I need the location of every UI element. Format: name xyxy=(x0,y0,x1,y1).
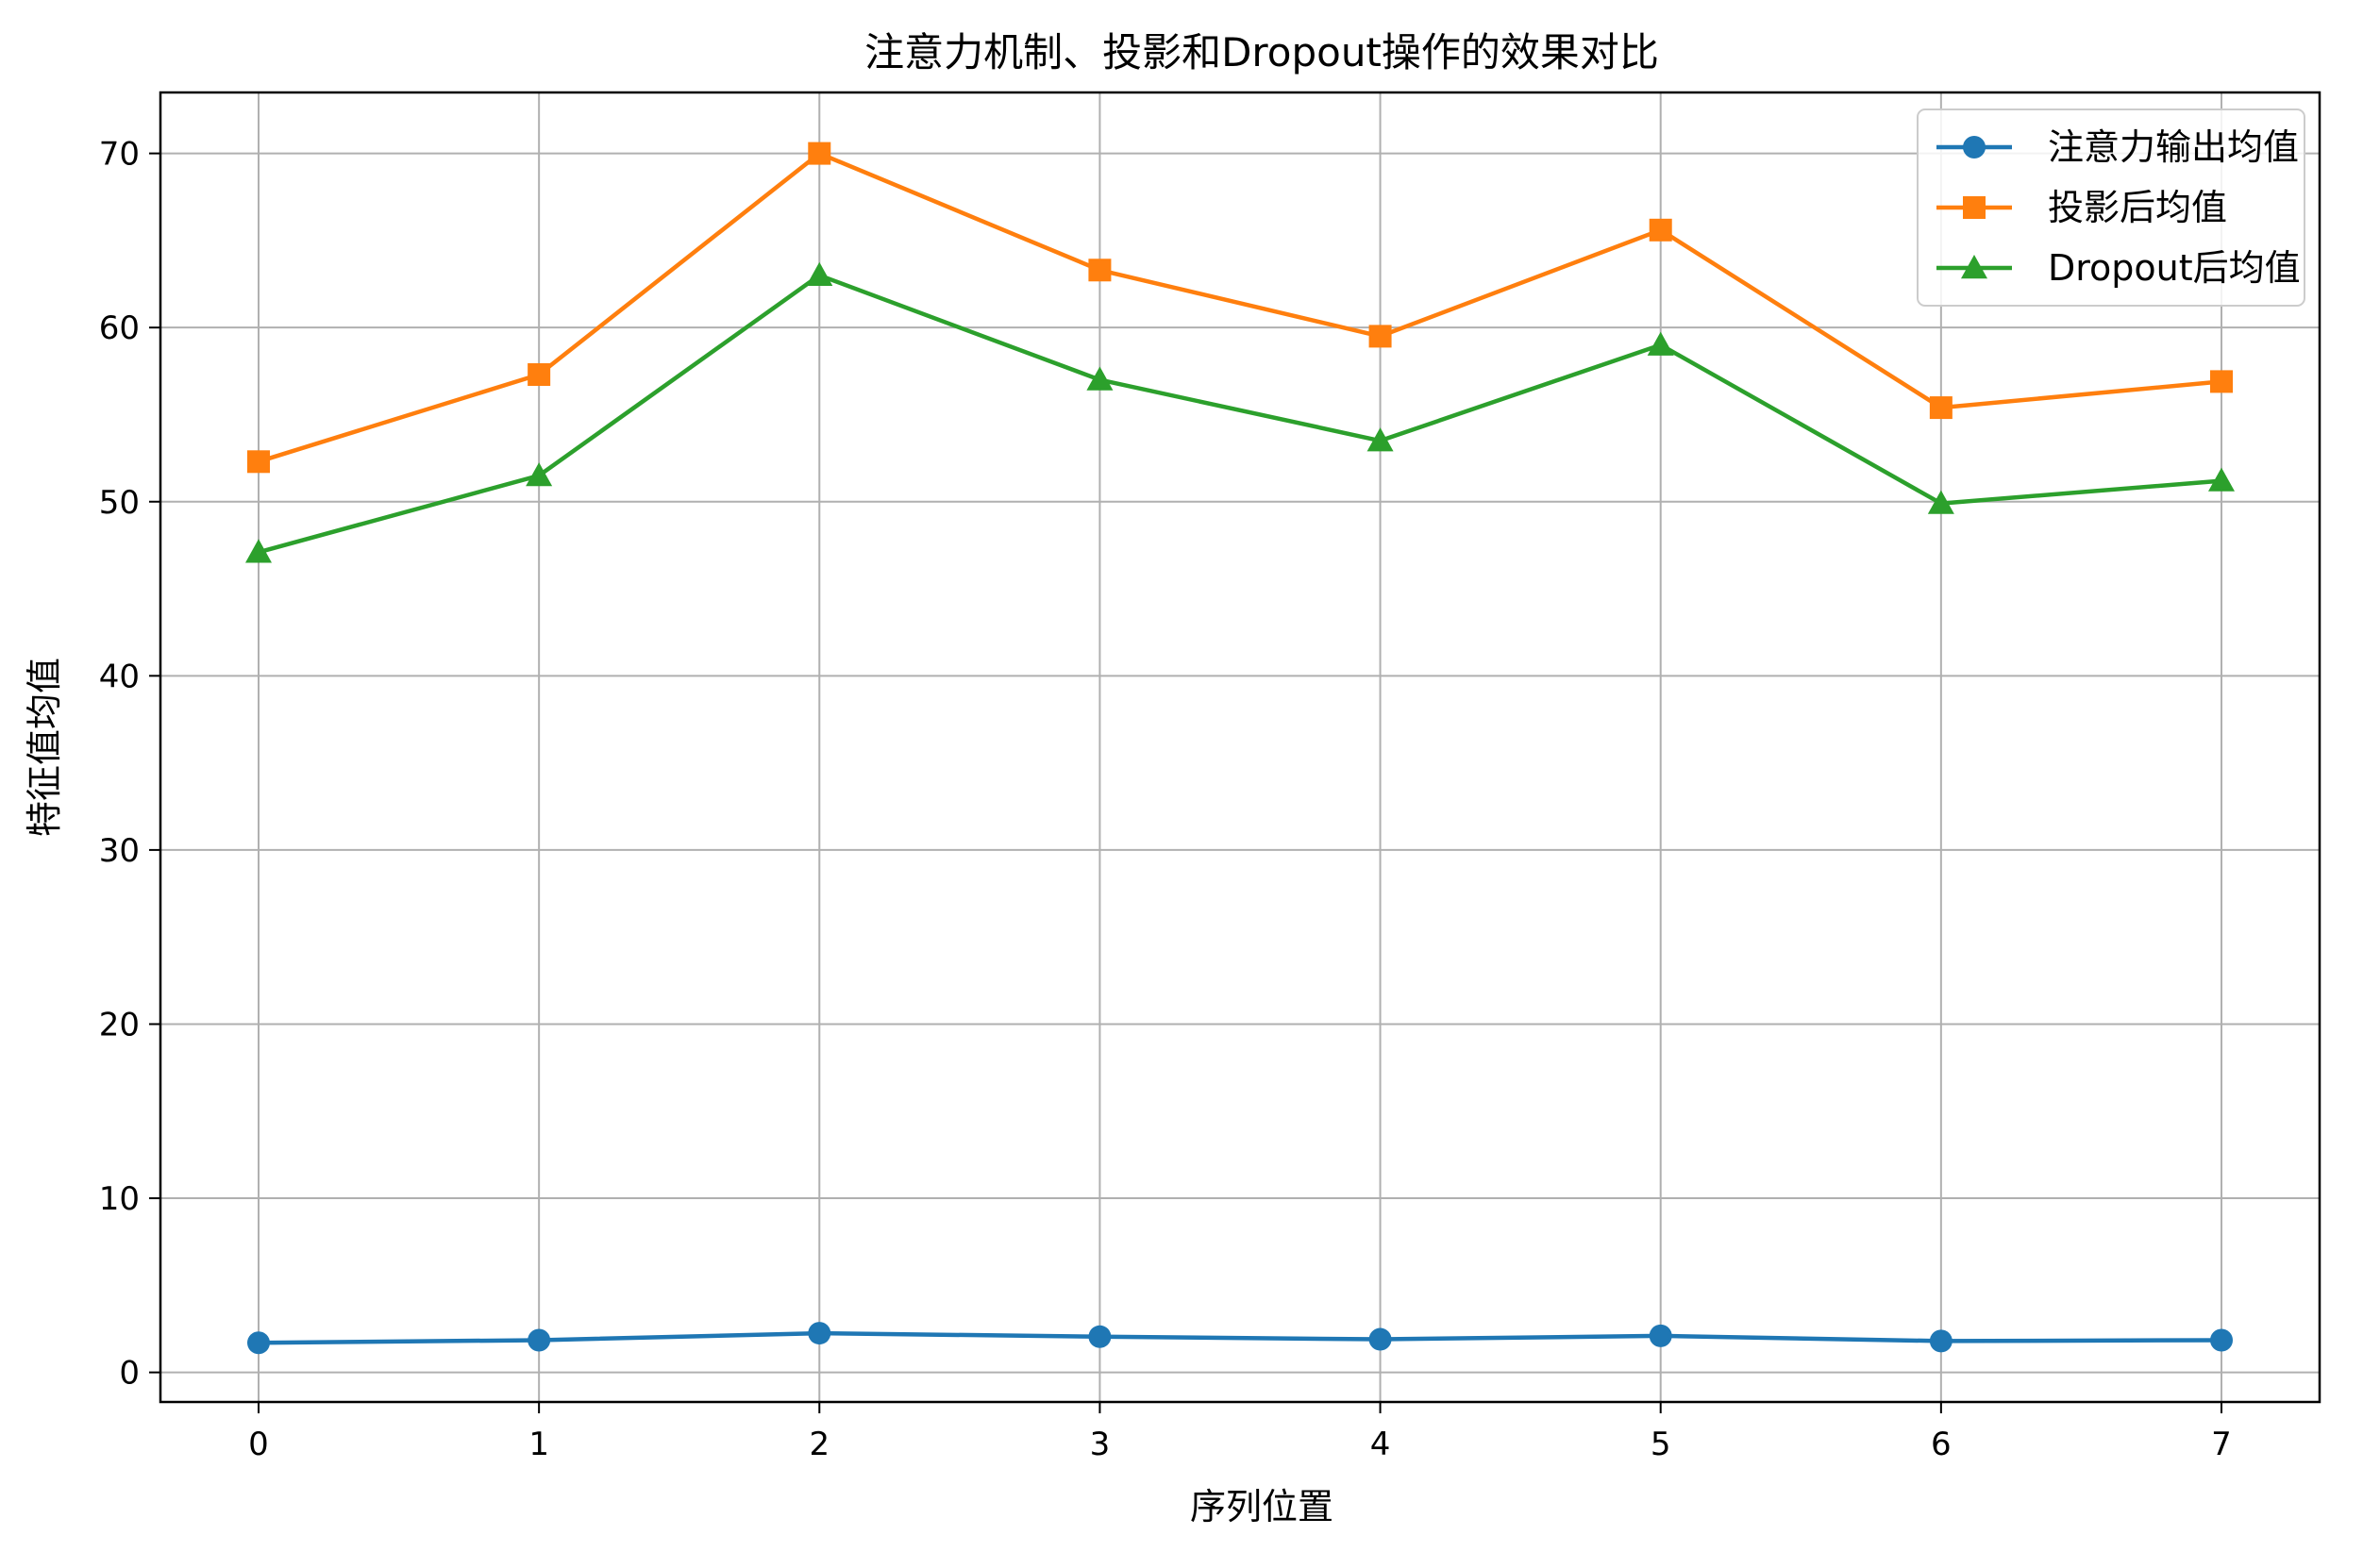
x-tick-label: 7 xyxy=(2211,1426,2232,1463)
series-layer xyxy=(245,142,2235,1355)
y-tick-label: 10 xyxy=(99,1180,140,1218)
legend-item: Dropout后均值 xyxy=(1936,247,2301,289)
data-point xyxy=(1649,1324,1672,1347)
legend-marker xyxy=(1961,255,1987,279)
legend-item: 投影后均值 xyxy=(1936,187,2227,228)
x-tick-label: 0 xyxy=(248,1426,269,1463)
series-line xyxy=(258,273,2222,555)
x-tick-label: 6 xyxy=(1931,1426,1952,1463)
grid xyxy=(160,92,2320,1402)
series-line xyxy=(258,1330,2222,1345)
data-point xyxy=(247,1331,270,1355)
legend-label: 投影后均值 xyxy=(2048,187,2227,228)
data-point xyxy=(2210,1328,2233,1352)
legend-marker xyxy=(1963,136,1986,159)
data-point xyxy=(1649,218,1672,242)
data-point xyxy=(1086,366,1114,391)
legend-item: 注意力输出均值 xyxy=(1936,126,2299,168)
data-point xyxy=(526,462,553,487)
data-point xyxy=(245,539,272,563)
y-tick-label: 0 xyxy=(119,1355,140,1393)
chart-title: 注意力机制、投影和Dropout操作的效果对比 xyxy=(864,29,1659,75)
x-tick-label: 4 xyxy=(1370,1426,1391,1463)
y-tick-label: 30 xyxy=(99,832,140,870)
series-line xyxy=(258,151,2222,464)
y-tick-label: 20 xyxy=(99,1006,140,1043)
data-point xyxy=(528,1328,551,1352)
y-tick-label: 60 xyxy=(99,309,140,347)
x-tick-label: 5 xyxy=(1651,1426,1671,1463)
y-axis-label: 特征值均值 xyxy=(24,658,65,837)
data-point xyxy=(1929,1329,1953,1353)
y-tick-label: 50 xyxy=(99,484,140,522)
series-2 xyxy=(245,261,2235,563)
series-1 xyxy=(247,142,2233,474)
legend-label: 注意力输出均值 xyxy=(2048,126,2299,168)
x-tick-label: 3 xyxy=(1090,1426,1111,1463)
legend-box xyxy=(1917,108,2305,307)
data-point xyxy=(806,261,833,287)
legend-marker xyxy=(1963,196,1986,219)
data-point xyxy=(2210,370,2233,393)
x-tick-label: 2 xyxy=(809,1426,830,1463)
data-point xyxy=(808,142,831,165)
data-point xyxy=(247,450,270,474)
data-point xyxy=(1366,427,1394,452)
data-point xyxy=(808,1322,831,1345)
data-point xyxy=(1088,1325,1112,1348)
legend-label: Dropout后均值 xyxy=(2048,247,2301,289)
series-0 xyxy=(247,1322,2233,1355)
data-point xyxy=(1647,331,1674,356)
y-tick-label: 40 xyxy=(99,658,140,695)
data-point xyxy=(1368,325,1392,348)
data-point xyxy=(1088,259,1112,282)
data-point xyxy=(1929,396,1953,420)
x-axis-label: 序列位置 xyxy=(1190,1486,1333,1527)
data-point xyxy=(1368,1327,1392,1351)
plot-frame xyxy=(159,91,2321,1404)
data-point xyxy=(528,363,551,387)
x-tick-label: 1 xyxy=(528,1426,549,1463)
data-point xyxy=(1927,490,1954,514)
y-tick-label: 70 xyxy=(99,136,140,174)
data-point xyxy=(2208,467,2235,492)
